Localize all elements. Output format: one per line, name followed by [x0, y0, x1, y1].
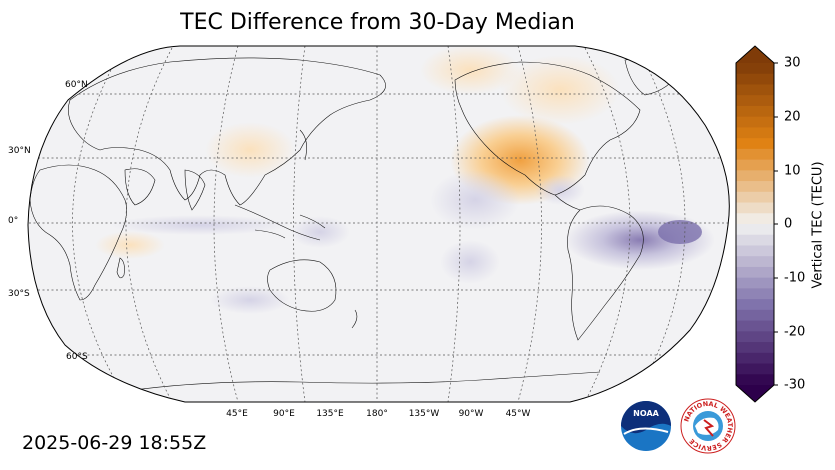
lon-label-90w: 90°W — [458, 409, 484, 419]
anomaly-negative-indonesia — [290, 216, 350, 248]
colorbar-band — [736, 256, 774, 268]
noaa-logo: NOAA — [621, 401, 671, 451]
anomaly-negative-equator — [110, 215, 290, 235]
globe-boundary — [27, 45, 730, 403]
colorbar-band — [736, 320, 774, 332]
lat-label-30n: 30°N — [8, 146, 31, 156]
anomaly-negative-pacific — [430, 170, 520, 230]
colorbar-band — [736, 266, 774, 279]
lon-label-180: 180° — [366, 409, 388, 419]
coastlines — [29, 57, 681, 393]
anomaly-positive-north — [500, 55, 620, 125]
colorbar-band — [736, 127, 774, 139]
colorbar-band — [736, 148, 774, 161]
colorbar-band — [736, 159, 774, 171]
colorbar-band — [736, 309, 774, 322]
lat-label-60n: 60°N — [65, 80, 88, 90]
lon-label-135e: 135°E — [316, 409, 344, 419]
colorbar-band — [736, 95, 774, 107]
lat-label-0: 0° — [8, 216, 19, 226]
map-title: TEC Difference from 30-Day Median — [180, 10, 575, 35]
anomaly-negative-indian-ocean — [210, 286, 290, 314]
anomaly-negative-core — [658, 220, 702, 244]
graticule — [28, 46, 730, 402]
colorbar-extend-min — [736, 385, 774, 402]
colorbar-band — [736, 352, 774, 365]
lat-label-30s: 30°S — [8, 289, 30, 299]
colorbar-band — [736, 245, 774, 257]
colorbar-tick-label: -20 — [784, 324, 806, 340]
colorbar-band — [736, 331, 774, 343]
colorbar-band — [736, 288, 774, 300]
lon-label-45e: 45°E — [226, 409, 248, 419]
colorbar-band — [736, 84, 774, 96]
colorbar-tick-label: 30 — [784, 55, 801, 71]
colorbar-tick-label: 10 — [784, 163, 801, 179]
colorbar-tick-label: -30 — [784, 377, 806, 393]
colorbar-band — [736, 342, 774, 354]
lon-label-135w: 135°W — [408, 409, 440, 419]
colorbar-band — [736, 299, 774, 311]
colorbar-band — [736, 170, 774, 182]
colorbar-extend-max — [736, 46, 774, 63]
colorbar-band — [736, 277, 774, 289]
anomaly-positive-asia — [205, 122, 295, 178]
colorbar-band — [736, 105, 774, 118]
lon-label-45w: 45°W — [505, 409, 531, 419]
lon-label-90e: 90°E — [273, 409, 295, 419]
colorbar-band — [736, 73, 774, 85]
anomaly-negative-south-pacific — [440, 240, 500, 284]
colorbar-band — [736, 138, 774, 150]
colorbar-band — [736, 116, 774, 128]
colorbar-band — [736, 363, 774, 375]
colorbar-band — [736, 202, 774, 214]
lat-label-60s: 60°S — [66, 352, 88, 362]
timestamp: 2025-06-29 18:55Z — [22, 432, 207, 454]
anomaly-positive-arctic — [420, 46, 520, 95]
colorbar-band — [736, 213, 774, 225]
colorbar-bands — [736, 46, 774, 402]
colorbar-tick-label: 20 — [784, 109, 801, 125]
colorbar-tick-marks — [774, 62, 778, 386]
colorbar-band — [736, 181, 774, 193]
colorbar-band — [736, 224, 774, 236]
colorbar-band — [736, 234, 774, 246]
colorbar-band — [736, 191, 774, 204]
nws-logo: NATIONAL WEATHER SERVICE — [680, 398, 736, 454]
noaa-logo-text: NOAA — [633, 409, 659, 418]
colorbar-band — [736, 374, 774, 386]
colorbar-tick-label: 0 — [784, 216, 793, 232]
colorbar-label: Vertical TEC (TECU) — [810, 161, 826, 289]
anomaly-negative-caribbean — [535, 175, 585, 205]
colorbar-tick-label: -10 — [784, 270, 806, 286]
colorbar-band — [736, 63, 774, 75]
